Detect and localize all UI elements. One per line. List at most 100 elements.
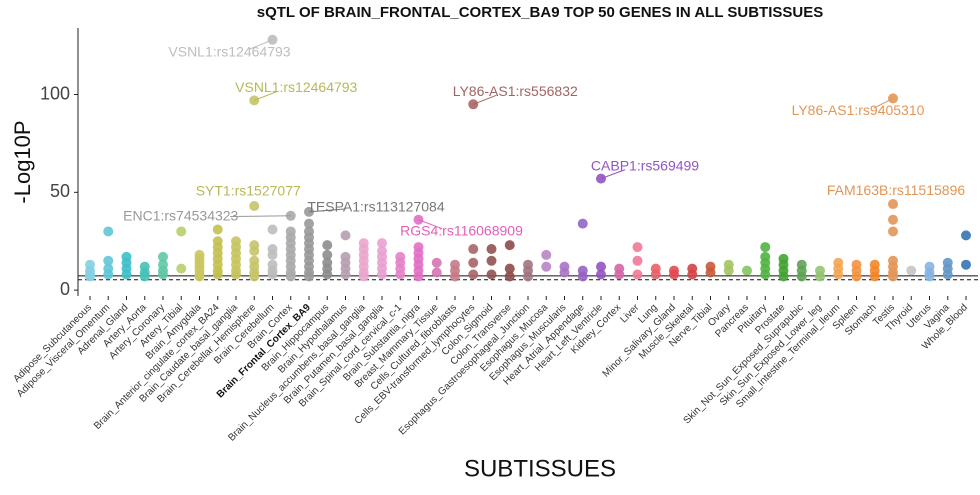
- point: [176, 263, 187, 274]
- point: [942, 269, 953, 280]
- point: [796, 271, 807, 282]
- annotation-connector: [308, 208, 346, 213]
- point: [322, 240, 333, 251]
- annotation: SYT1:rs1527077: [196, 183, 301, 199]
- point: [632, 255, 643, 266]
- point: [413, 271, 424, 282]
- point: [139, 271, 150, 282]
- y-axis-title: -Log10P: [10, 120, 35, 203]
- point: [285, 271, 296, 282]
- point: [924, 271, 935, 282]
- point: [212, 224, 223, 235]
- annotation-connector: [254, 90, 278, 101]
- x-tick-label: Adipose_Visceral_Omentum: [15, 302, 112, 399]
- point: [577, 218, 588, 229]
- annotation: VSNL1:rs12464793: [168, 43, 290, 59]
- point: [103, 226, 114, 237]
- point: [340, 230, 351, 241]
- point: [468, 257, 479, 268]
- point: [450, 271, 460, 282]
- point: [504, 240, 515, 251]
- y-tick-label: 100: [40, 83, 70, 103]
- annotation: CABP1:rs569499: [591, 157, 699, 173]
- point: [377, 269, 387, 280]
- point: [486, 269, 497, 280]
- point: [815, 271, 825, 282]
- point: [486, 255, 497, 266]
- annotation: VSNL1:rs12464793: [235, 79, 357, 95]
- annotation: ENC1:rs74534323: [123, 207, 238, 223]
- point: [158, 269, 168, 280]
- annotation: LY86-AS1:rs556832: [453, 83, 578, 99]
- point: [121, 269, 132, 280]
- point: [431, 267, 442, 278]
- point: [468, 269, 479, 280]
- point: [961, 230, 971, 241]
- annotation-connector: [873, 97, 894, 109]
- point: [504, 271, 515, 282]
- x-axis-title: SUBTISSUES: [464, 455, 616, 482]
- point: [468, 244, 479, 255]
- point: [687, 269, 698, 280]
- y-tick-label: 50: [50, 181, 70, 201]
- point: [778, 271, 789, 282]
- point: [267, 269, 278, 280]
- point: [541, 261, 552, 272]
- y-tick-label: 0: [60, 279, 70, 299]
- point: [267, 249, 278, 260]
- point: [431, 257, 442, 268]
- point: [377, 238, 387, 249]
- point: [249, 271, 260, 282]
- point: [577, 271, 588, 282]
- point: [322, 249, 333, 260]
- point: [596, 261, 606, 272]
- annotation-connector: [473, 94, 497, 105]
- x-tick-label: Liver: [618, 302, 642, 326]
- point: [614, 269, 625, 280]
- point: [596, 269, 606, 280]
- point: [888, 214, 898, 225]
- point: [504, 263, 515, 274]
- point: [358, 271, 369, 282]
- point: [906, 265, 917, 276]
- point: [304, 271, 314, 282]
- annotation-connector: [230, 215, 291, 218]
- chart-title: sQTL OF BRAIN_FRONTAL_CORTEX_BA9 TOP 50 …: [257, 4, 823, 21]
- annotation-connector: [600, 169, 626, 180]
- point: [304, 218, 314, 229]
- point: [760, 242, 771, 253]
- point: [231, 269, 241, 280]
- point: [742, 265, 752, 276]
- point: [194, 271, 205, 282]
- point: [212, 269, 223, 280]
- point: [888, 226, 898, 237]
- point: [158, 251, 168, 262]
- point: [669, 269, 679, 280]
- point: [888, 271, 898, 282]
- point: [249, 201, 260, 212]
- annotation-connector: [418, 219, 443, 230]
- point: [869, 271, 880, 282]
- point: [395, 269, 406, 280]
- point: [632, 269, 643, 280]
- point: [705, 267, 716, 278]
- point: [176, 226, 187, 237]
- annotation: FAM163B:rs11515896: [827, 182, 965, 198]
- point: [103, 255, 114, 266]
- annotation: TESPA1:rs113127084: [307, 199, 444, 215]
- point: [249, 246, 260, 257]
- point: [559, 267, 570, 278]
- point: [85, 271, 95, 282]
- point: [961, 259, 971, 270]
- point: [267, 224, 278, 235]
- point: [650, 269, 661, 280]
- point: [760, 269, 771, 280]
- point: [723, 265, 734, 276]
- point: [851, 271, 862, 282]
- point: [833, 269, 844, 280]
- point: [632, 242, 643, 253]
- point: [340, 269, 351, 280]
- point: [541, 249, 552, 260]
- annotation: RGS4:rs116068909: [400, 222, 523, 238]
- annotation: LY86-AS1:rs9405310: [792, 102, 925, 118]
